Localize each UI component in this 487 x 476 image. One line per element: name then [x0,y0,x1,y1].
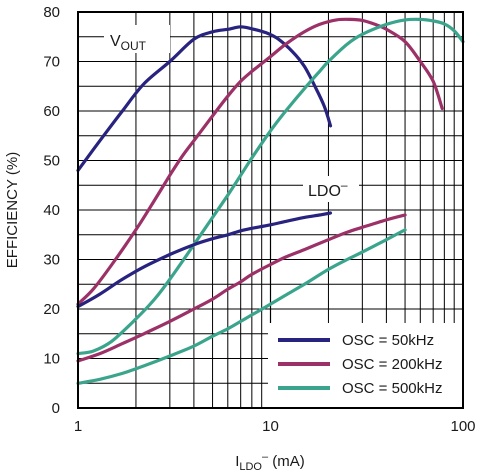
x-axis-title-main: I [235,453,239,470]
vout-label-bg [104,25,170,53]
series-line-vout-osc50khz [76,25,333,172]
vout-label-sub: OUT [121,39,147,53]
legend-label-200khz: OSC = 200kHz [342,356,442,373]
series-line-vout-osc500khz [76,17,465,356]
vout-label-main: V [110,33,121,50]
y-tick-label: 40 [43,202,60,219]
series-line-ldo-osc500khz [76,228,407,385]
x-axis-title-unit: (mA) [268,453,305,470]
y-axis-title: EFFICIENCY (%) [4,152,21,268]
x-tick-label: 100 [450,418,475,435]
legend-label-50khz: OSC = 50kHz [342,332,434,349]
series-lines [76,17,465,385]
x-tick-label: 1 [74,418,82,435]
vout-label: VOUT [110,33,147,53]
y-tick-label: 80 [43,4,60,21]
ldo-label-main: LDO [308,183,341,200]
series-line-ldo-osc200khz [76,213,407,363]
y-tick-label: 70 [43,54,60,71]
y-tick-label: 60 [43,103,60,120]
plot-frame [77,11,464,409]
legend-label-500khz: OSC = 500kHz [342,380,442,397]
series-line-vout-osc200khz [76,17,444,306]
tick-labels: 0 10 20 30 40 50 60 70 80 1 10 100 [43,4,475,435]
series-line-ldo-osc50khz [76,211,333,309]
x-axis-title: ILDO– (mA) [235,451,305,473]
ldo-label-bg [303,176,359,202]
x-tick-label: 10 [262,418,279,435]
y-tick-label: 0 [52,400,60,417]
y-tick-label: 30 [43,252,60,269]
ldo-label: LDO– [308,178,348,200]
ldo-label-sup: – [341,178,348,192]
y-tick-label: 50 [43,153,60,170]
legend: OSC = 50kHz OSC = 200kHz OSC = 500kHz [268,323,462,407]
x-axis-title-sup: – [262,451,269,463]
x-axis-title-sub: LDO [239,461,262,473]
y-tick-label: 20 [43,301,60,318]
y-tick-label: 10 [43,351,60,368]
